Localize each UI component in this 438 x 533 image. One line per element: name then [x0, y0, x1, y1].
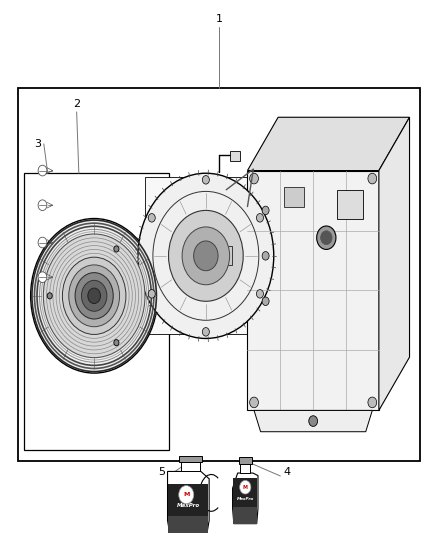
Polygon shape [233, 473, 258, 523]
Polygon shape [145, 177, 264, 334]
Circle shape [75, 273, 113, 319]
Circle shape [148, 289, 155, 298]
Circle shape [63, 257, 126, 335]
Circle shape [262, 252, 269, 260]
Bar [284, 187, 304, 206]
Circle shape [256, 214, 263, 222]
Bar [24, 173, 169, 450]
Bar [233, 478, 258, 508]
Bar [168, 515, 208, 533]
Circle shape [88, 288, 100, 304]
Polygon shape [254, 410, 372, 432]
Text: MaxPro: MaxPro [177, 503, 200, 507]
Circle shape [262, 297, 269, 305]
Bar [18, 88, 420, 461]
Circle shape [309, 416, 318, 426]
Circle shape [43, 234, 145, 358]
Circle shape [250, 173, 258, 184]
Circle shape [321, 231, 332, 245]
Circle shape [202, 175, 209, 184]
Circle shape [38, 165, 47, 176]
Polygon shape [247, 171, 379, 410]
Circle shape [179, 486, 194, 504]
Circle shape [317, 226, 336, 249]
Circle shape [114, 246, 119, 252]
Circle shape [138, 173, 274, 338]
Polygon shape [230, 151, 240, 161]
Text: 5: 5 [159, 467, 166, 477]
Circle shape [240, 480, 251, 494]
Bar [233, 507, 258, 523]
Ellipse shape [31, 219, 158, 373]
Circle shape [38, 200, 47, 211]
Circle shape [114, 340, 119, 346]
Polygon shape [239, 457, 251, 464]
Circle shape [38, 237, 47, 248]
Polygon shape [379, 117, 410, 410]
Polygon shape [247, 117, 410, 171]
Circle shape [148, 214, 155, 222]
Circle shape [194, 241, 218, 271]
Text: M: M [243, 484, 248, 490]
Circle shape [47, 293, 52, 299]
Text: 2: 2 [73, 99, 80, 109]
Circle shape [69, 265, 120, 327]
Circle shape [368, 397, 377, 408]
Circle shape [182, 227, 230, 285]
Bar [337, 190, 363, 219]
Polygon shape [181, 462, 200, 471]
Polygon shape [179, 456, 201, 462]
Circle shape [169, 211, 243, 301]
Text: M: M [183, 492, 190, 497]
Circle shape [81, 280, 107, 311]
Circle shape [38, 272, 47, 282]
Circle shape [256, 289, 263, 298]
Text: MaxPro: MaxPro [237, 497, 254, 502]
Circle shape [368, 173, 377, 184]
Bar [168, 484, 208, 518]
Polygon shape [240, 464, 251, 473]
Circle shape [250, 397, 258, 408]
Text: 1: 1 [215, 14, 223, 23]
Text: 4: 4 [283, 467, 290, 477]
Text: 3: 3 [34, 139, 41, 149]
Polygon shape [167, 471, 209, 533]
Polygon shape [247, 206, 260, 391]
Polygon shape [202, 246, 232, 265]
Circle shape [262, 206, 269, 215]
Circle shape [202, 328, 209, 336]
